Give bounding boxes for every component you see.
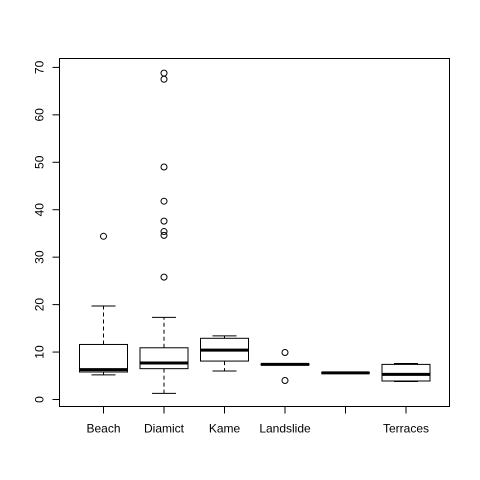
boxes — [79, 69, 431, 394]
iqr-box — [79, 343, 128, 373]
box-group — [139, 69, 189, 394]
y-tick-label: 20 — [33, 298, 47, 312]
x-tick-label: Terraces — [383, 422, 429, 436]
box-group — [200, 335, 249, 372]
y-tick-label: 50 — [33, 155, 47, 169]
iqr-box — [139, 347, 189, 370]
outlier-point — [160, 273, 168, 281]
x-tick-label: Beach — [86, 422, 120, 436]
y-tick-label: 40 — [33, 203, 47, 217]
y-tick-label: 10 — [33, 345, 47, 359]
outlier-point — [100, 232, 107, 240]
x-tick-label: Landslide — [259, 422, 311, 436]
y-tick-label: 30 — [33, 250, 47, 264]
outlier-point — [160, 217, 168, 225]
outlier-point — [281, 349, 289, 357]
iqr-box — [381, 363, 431, 382]
outlier-point — [281, 377, 289, 385]
y-axis: 0 10 20 30 40 50 60 70 — [33, 60, 60, 403]
box-group — [381, 362, 431, 382]
outlier-point — [160, 163, 168, 171]
outlier-point — [160, 231, 168, 239]
x-tick-label: Diamict — [144, 422, 185, 436]
x-tick-label: Kame — [209, 422, 241, 436]
y-tick-label: 70 — [33, 60, 47, 74]
box-group — [79, 232, 128, 376]
outlier-point — [160, 228, 168, 236]
outlier-point — [160, 197, 168, 205]
y-tick-label: 60 — [33, 108, 47, 122]
outlier-point — [160, 69, 168, 77]
outlier-point — [160, 75, 168, 83]
x-axis: Beach Diamict Kame Landslide Terraces — [86, 406, 429, 436]
box-group — [260, 349, 310, 385]
y-tick-label: 0 — [33, 396, 47, 403]
